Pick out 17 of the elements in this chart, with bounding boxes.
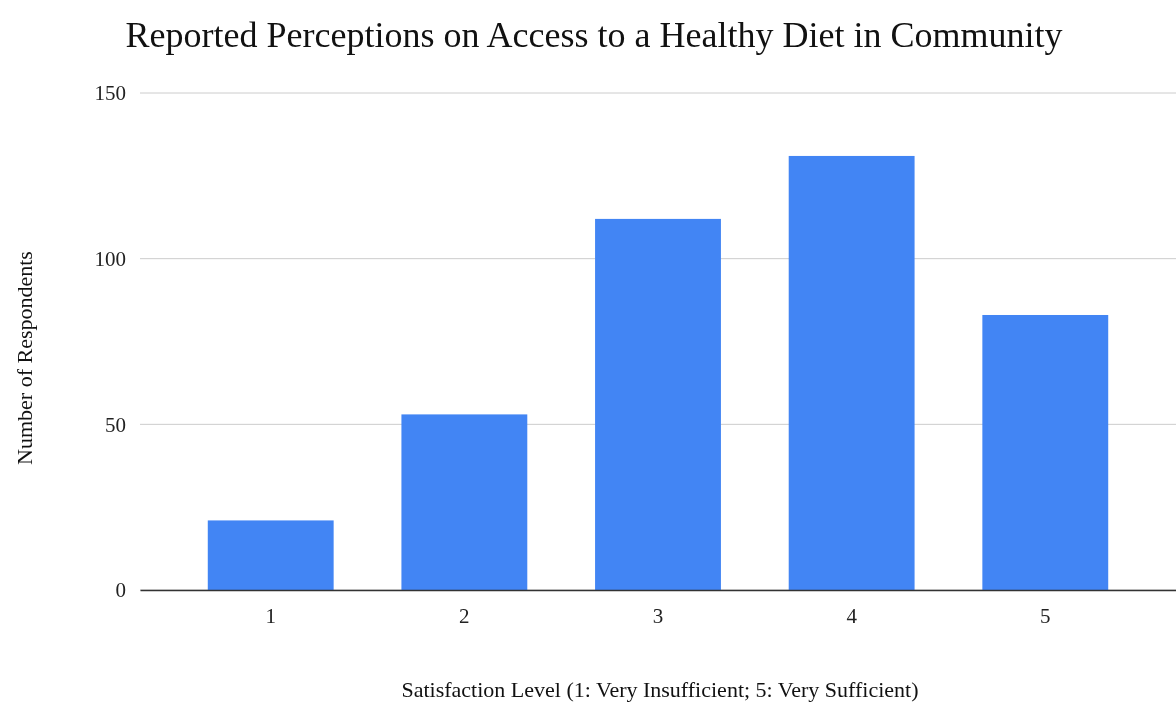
y-tick-label: 50 bbox=[105, 412, 126, 437]
y-axis-title: Number of Respondents bbox=[12, 251, 37, 465]
bar bbox=[595, 218, 721, 590]
bar bbox=[401, 414, 528, 590]
y-tick-label: 0 bbox=[115, 578, 126, 603]
x-tick-label: 5 bbox=[1040, 603, 1051, 628]
y-tick-label: 100 bbox=[94, 246, 126, 271]
y-tick-label: 150 bbox=[94, 81, 126, 106]
bar bbox=[207, 520, 334, 590]
bar bbox=[788, 155, 915, 590]
bar bbox=[982, 314, 1109, 590]
x-tick-label: 4 bbox=[846, 603, 858, 628]
x-tick-label: 2 bbox=[459, 603, 470, 628]
x-tick-label: 1 bbox=[265, 603, 276, 628]
chart-title: Reported Perceptions on Access to a Healthy Diet in Community bbox=[125, 15, 1063, 55]
x-axis-title: Satisfaction Level (1: Very Insufficient; 5: Very Sufficient) bbox=[401, 677, 919, 702]
x-tick-label: 3 bbox=[652, 603, 664, 628]
